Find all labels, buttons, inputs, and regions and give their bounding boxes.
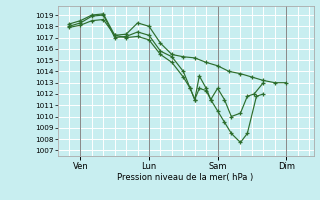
X-axis label: Pression niveau de la mer( hPa ): Pression niveau de la mer( hPa ) (117, 173, 254, 182)
